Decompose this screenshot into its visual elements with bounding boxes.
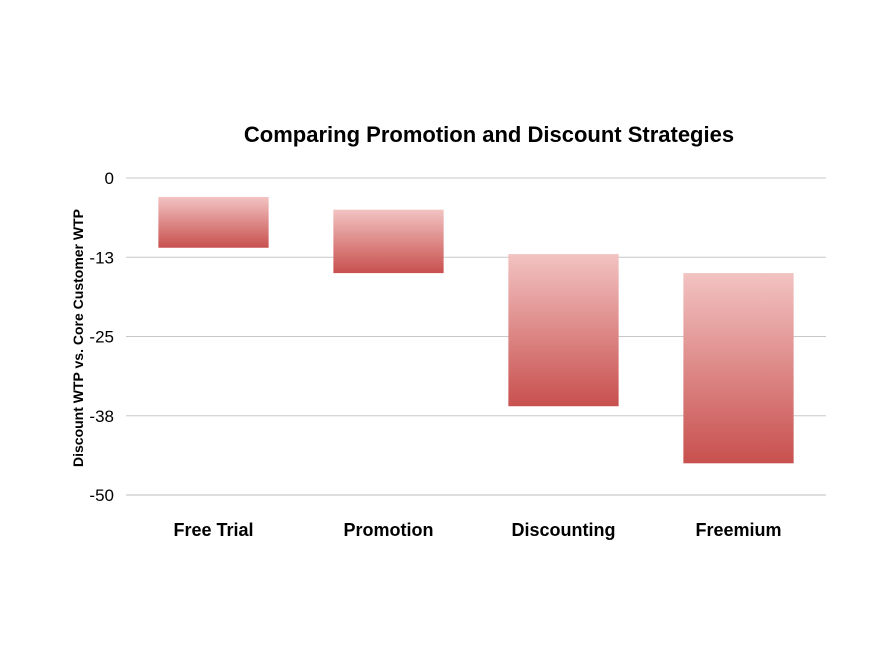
y-tick-label: -38 — [89, 407, 114, 426]
bars — [158, 197, 794, 464]
x-category-label: Discounting — [512, 520, 616, 540]
y-tick-label: -50 — [89, 486, 114, 505]
y-axis-label: Discount WTP vs. Core Customer WTP — [70, 209, 86, 467]
x-category-label: Promotion — [344, 520, 434, 540]
y-tick-label: 0 — [105, 169, 114, 188]
x-category-label: Freemium — [695, 520, 781, 540]
bar-freemium — [683, 273, 794, 464]
y-tick-labels: 0 -13 -25 -38 -50 — [89, 169, 114, 505]
x-category-label: Free Trial — [173, 520, 253, 540]
x-category-labels: Free Trial Promotion Discounting Freemium — [173, 520, 781, 540]
chart-title: Comparing Promotion and Discount Strateg… — [244, 122, 734, 147]
bar-promotion — [333, 209, 444, 274]
y-tick-label: -13 — [89, 248, 114, 267]
bar-free-trial — [158, 197, 269, 248]
y-tick-label: -25 — [89, 328, 114, 347]
bar-discounting — [508, 254, 619, 407]
